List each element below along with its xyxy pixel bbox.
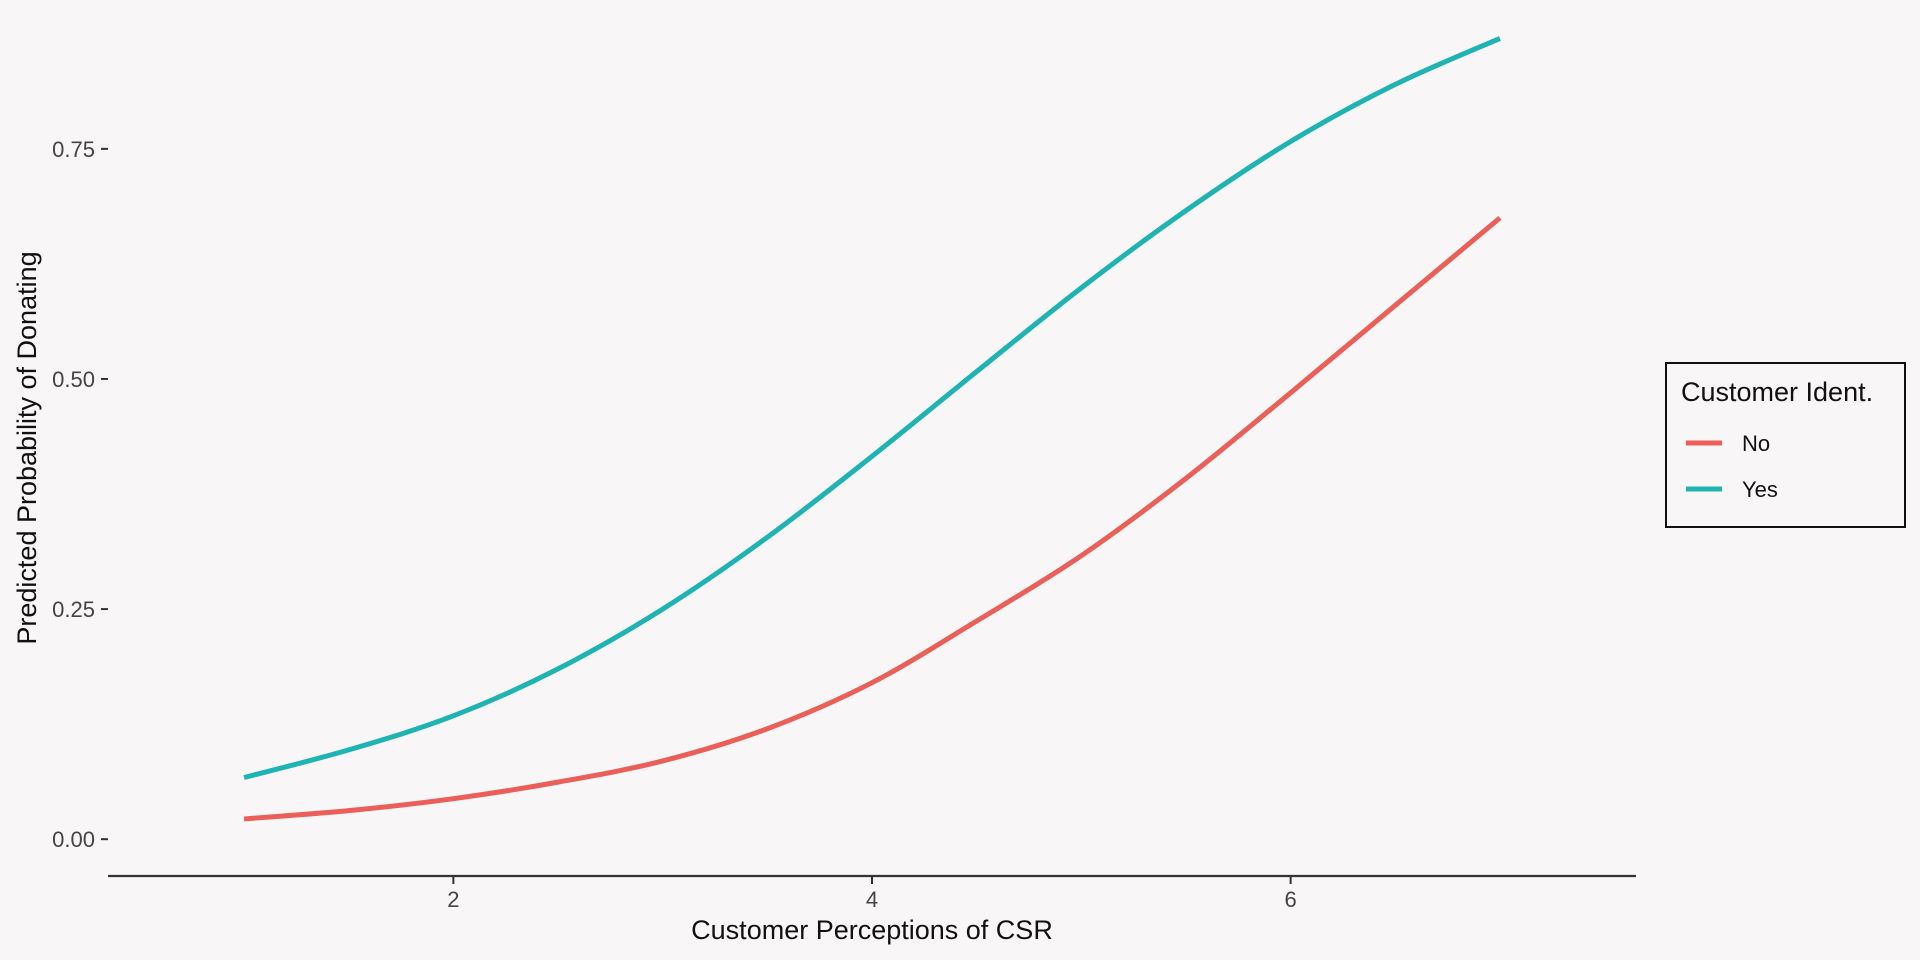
x-tick-label: 4 — [866, 887, 878, 912]
axes-layer: 2 4 6 0.00 0.25 0.50 0.75 Customer Perceptions … — [12, 137, 1636, 945]
y-tick-label: 0.00 — [52, 827, 95, 852]
y-axis-title: Predicted Probability of Donating — [12, 251, 42, 644]
legend: Customer Ident. No Yes — [1665, 362, 1906, 528]
x-axis-title: Customer Perceptions of CSR — [691, 915, 1053, 945]
legend-label-no: No — [1742, 431, 1770, 456]
y-tick-label: 0.25 — [52, 597, 95, 622]
x-tick-label: 6 — [1285, 887, 1297, 912]
x-tick-label: 2 — [447, 887, 459, 912]
series-line-yes — [243, 36, 1501, 780]
y-tick-label: 0.75 — [52, 137, 95, 162]
legend-title: Customer Ident. — [1681, 377, 1873, 407]
legend-label-yes: Yes — [1742, 477, 1778, 502]
series-line-no — [243, 215, 1502, 822]
y-tick-label: 0.50 — [52, 367, 95, 392]
series-layer — [243, 36, 1502, 822]
